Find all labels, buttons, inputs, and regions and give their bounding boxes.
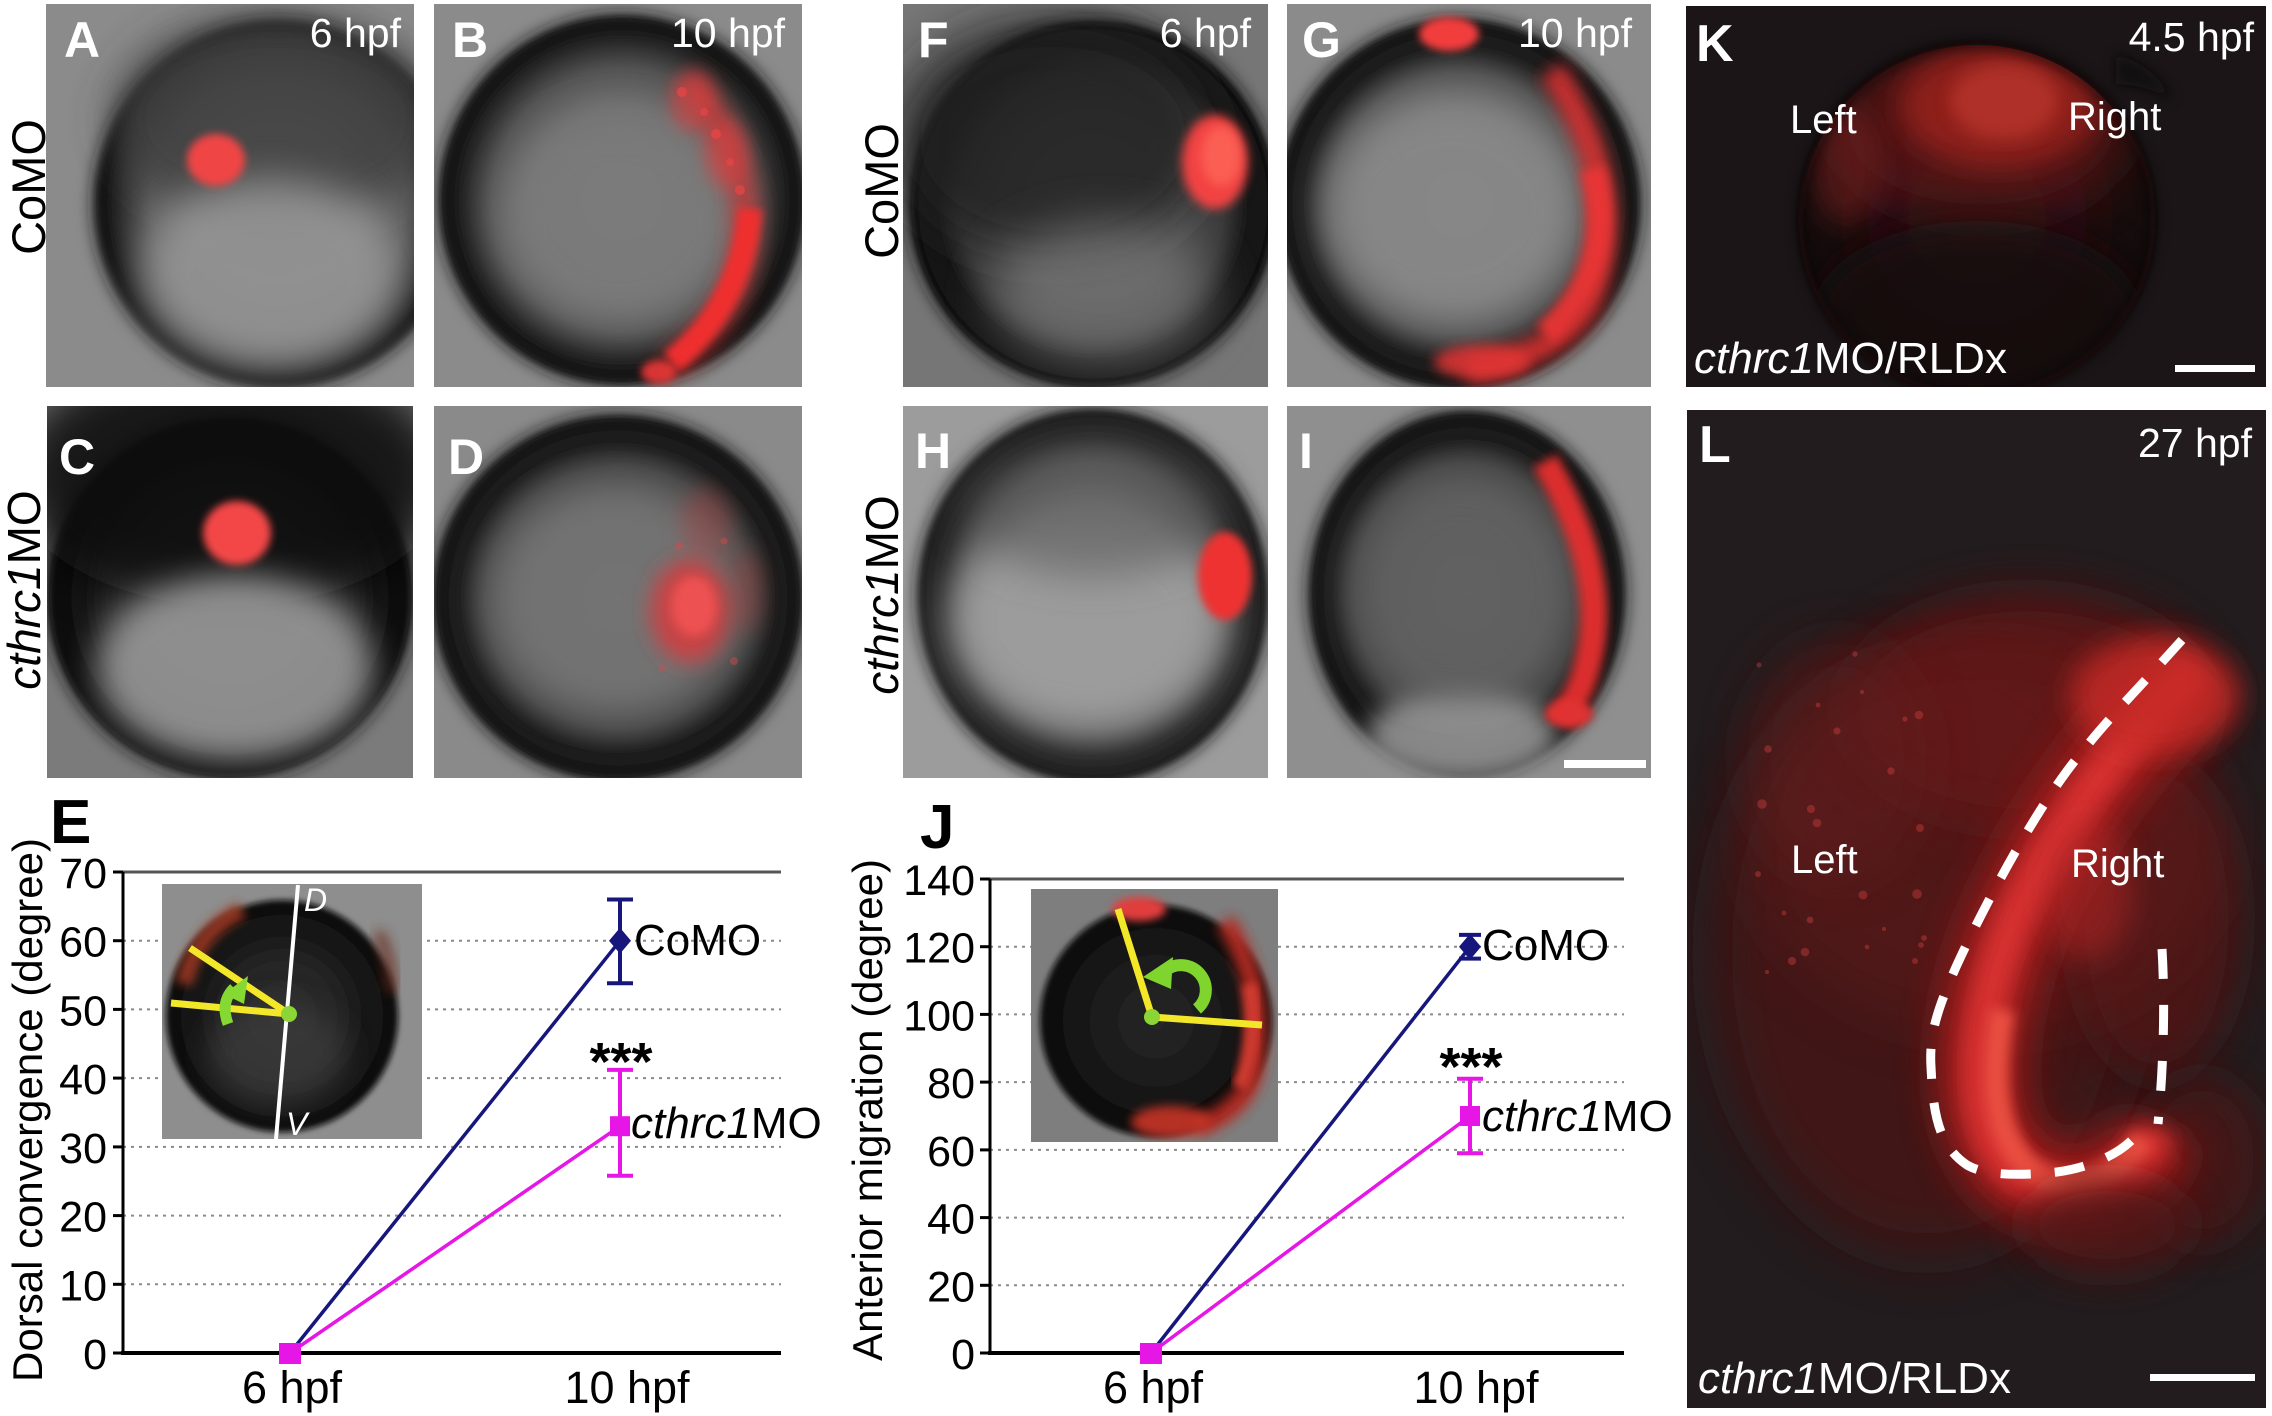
svg-text:I: I [1299, 423, 1313, 479]
svg-text:20: 20 [927, 1263, 975, 1311]
svg-text:4.5 hpf: 4.5 hpf [2129, 14, 2255, 60]
svg-text:0: 0 [83, 1331, 107, 1379]
svg-text:10 hpf: 10 hpf [1413, 1362, 1539, 1413]
svg-text:Dorsal convergence (degree): Dorsal convergence (degree) [4, 838, 51, 1382]
svg-text:D: D [304, 882, 327, 918]
svg-text:6 hpf: 6 hpf [1103, 1362, 1204, 1413]
svg-text:H: H [915, 423, 951, 479]
svg-text:50: 50 [59, 987, 107, 1035]
svg-text:CoMO: CoMO [634, 916, 761, 965]
svg-text:CoMO: CoMO [2, 119, 55, 255]
svg-text:L: L [1699, 416, 1731, 474]
svg-text:***: *** [1439, 1037, 1502, 1097]
svg-text:cthrc1MO: cthrc1MO [1482, 1092, 1673, 1141]
svg-text:D: D [448, 429, 484, 485]
svg-text:cthrc1MO: cthrc1MO [631, 1099, 822, 1148]
svg-text:27 hpf: 27 hpf [2138, 420, 2253, 466]
svg-text:Anterior migration (degree): Anterior migration (degree) [844, 859, 891, 1361]
svg-text:J: J [920, 793, 954, 862]
svg-text:60: 60 [59, 919, 107, 967]
svg-text:CoMO: CoMO [855, 123, 908, 259]
svg-text:10 hpf: 10 hpf [564, 1362, 690, 1413]
svg-text:cthrc1MO: cthrc1MO [0, 490, 50, 689]
svg-text:120: 120 [903, 925, 975, 973]
svg-text:100: 100 [903, 992, 975, 1040]
svg-text:20: 20 [59, 1194, 107, 1242]
svg-text:CoMO: CoMO [1482, 921, 1609, 970]
svg-text:cthrc1MO/RLDx: cthrc1MO/RLDx [1694, 334, 2007, 383]
svg-text:6 hpf: 6 hpf [242, 1362, 343, 1413]
svg-text:60: 60 [927, 1128, 975, 1176]
svg-text:30: 30 [59, 1125, 107, 1173]
svg-text:6 hpf: 6 hpf [1160, 10, 1252, 56]
svg-text:V: V [286, 1106, 310, 1142]
svg-text:0: 0 [951, 1331, 975, 1379]
svg-text:Right: Right [2071, 842, 2164, 886]
svg-text:cthrc1MO: cthrc1MO [856, 495, 908, 694]
svg-text:10: 10 [59, 1262, 107, 1310]
svg-text:Left: Left [1791, 838, 1858, 882]
svg-text:10 hpf: 10 hpf [1518, 10, 1633, 56]
svg-text:F: F [918, 12, 949, 68]
svg-text:cthrc1MO/RLDx: cthrc1MO/RLDx [1698, 1354, 2011, 1403]
svg-text:10 hpf: 10 hpf [671, 10, 786, 56]
svg-text:K: K [1696, 15, 1734, 73]
svg-text:80: 80 [927, 1060, 975, 1108]
svg-text:Right: Right [2068, 95, 2161, 139]
svg-text:A: A [64, 12, 100, 68]
svg-text:6 hpf: 6 hpf [310, 10, 402, 56]
svg-text:B: B [452, 12, 488, 68]
svg-text:70: 70 [59, 850, 107, 898]
svg-text:Left: Left [1790, 98, 1857, 142]
svg-text:40: 40 [59, 1056, 107, 1104]
svg-text:***: *** [589, 1032, 652, 1092]
svg-text:40: 40 [927, 1196, 975, 1244]
svg-text:G: G [1302, 12, 1341, 68]
svg-text:C: C [59, 429, 95, 485]
svg-text:140: 140 [903, 857, 975, 905]
svg-text:E: E [50, 788, 91, 857]
